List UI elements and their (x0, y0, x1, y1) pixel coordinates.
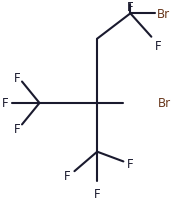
Text: F: F (127, 157, 134, 170)
Text: F: F (14, 122, 20, 135)
Text: Br: Br (158, 97, 172, 110)
Text: F: F (1, 97, 8, 110)
Text: F: F (64, 169, 71, 182)
Text: F: F (155, 39, 161, 52)
Text: Br: Br (157, 8, 170, 21)
Text: F: F (127, 1, 134, 14)
Text: F: F (14, 72, 20, 85)
Text: F: F (94, 187, 100, 200)
